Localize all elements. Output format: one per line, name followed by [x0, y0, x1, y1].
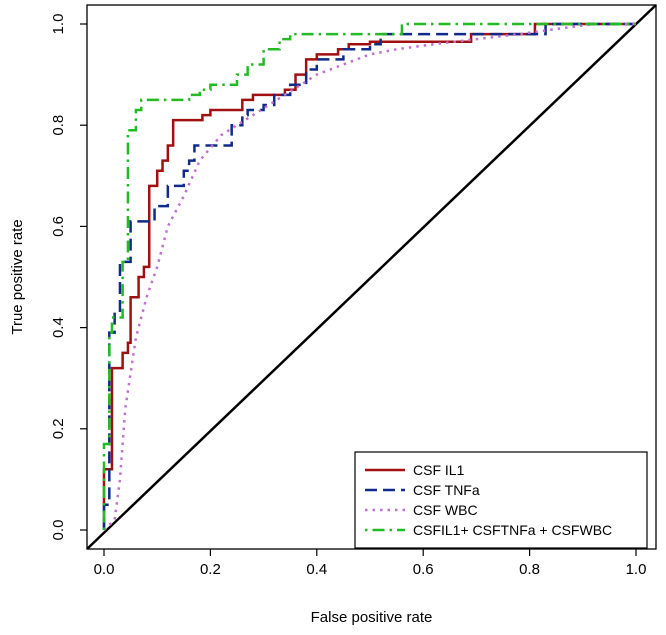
x-tick-label: 0.0	[94, 561, 115, 578]
series-line-csf-wbc	[103, 22, 636, 531]
y-tick-label: 0.0	[50, 520, 67, 541]
legend-label-csf-wbc: CSF WBC	[413, 502, 478, 518]
y-tick-label: 0.6	[50, 216, 67, 237]
legend: CSF IL1 CSF TNFa CSF WBC CSFIL1+ CSFTNFa + …	[354, 451, 648, 549]
plot-layer	[86, 4, 657, 550]
series-line-csfil1-csftnfa-csfwbc	[102, 22, 636, 530]
legend-box	[354, 451, 648, 549]
y-tick-label: 1.0	[50, 14, 67, 35]
legend-label-csf-il1: CSF IL1	[413, 462, 465, 478]
plot-frame	[86, 4, 657, 550]
x-tick-label: 0.4	[306, 561, 327, 578]
series-line-csf-tnfa	[102, 22, 636, 530]
x-axis-title: False positive rate	[311, 609, 433, 626]
reference-diagonal-line	[86, 4, 657, 550]
x-tick-label: 0.8	[519, 561, 540, 578]
y-axis-title: True positive rate	[9, 219, 26, 334]
legend-label-csfil1-csftnfa-csfwbc: CSFIL1+ CSFTNFa + CSFWBC	[413, 522, 612, 538]
axes-layer: 0.0 0.2 0.4 0.6 0.8 1.0 0.0 0.2 0.4 0.6 0.8 1.0 Fals…	[9, 4, 657, 626]
y-tick-label: 0.2	[50, 418, 67, 439]
x-tick-label: 0.6	[413, 561, 434, 578]
y-tick-label: 0.8	[50, 115, 67, 136]
y-tick-label: 0.4	[50, 317, 67, 338]
x-tick-label: 1.0	[626, 561, 647, 578]
x-tick-label: 0.2	[200, 561, 221, 578]
legend-label-csf-tnfa: CSF TNFa	[413, 482, 480, 498]
